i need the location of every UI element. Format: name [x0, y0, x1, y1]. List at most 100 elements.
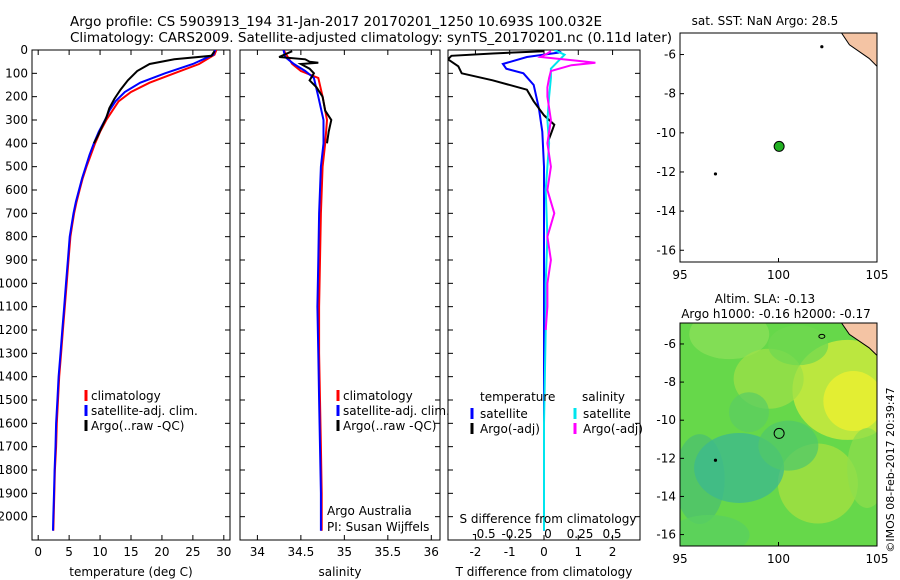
depth-tick-label: 100: [5, 66, 28, 80]
imos-credit: ©IMOS 08-Feb-2017 20:39:47: [884, 387, 897, 552]
figure-title-line-1: Argo profile: CS 5903913_194 31-Jan-2017…: [70, 14, 603, 30]
difference-top-tick-label: 0.5: [602, 527, 621, 541]
depth-tick-label: 2000: [0, 510, 28, 524]
salinity-legend-label: satellite-adj. clim.: [343, 404, 450, 418]
depth-tick-label: 300: [5, 113, 28, 127]
temperature-xtick-label: 10: [92, 545, 107, 559]
difference-xtick-label: -2: [469, 545, 481, 559]
difference-xlabel: T difference from climatology: [455, 565, 633, 579]
depth-tick-label: 1500: [0, 393, 28, 407]
depth-tick-label: 1300: [0, 346, 28, 360]
difference-xtick-label: 1: [574, 545, 582, 559]
sst-map-ytick-label: -6: [664, 48, 676, 62]
sla-map-ytick-label: -12: [656, 451, 676, 465]
sst-map-xtick-label: 95: [672, 268, 687, 282]
difference-legend-label: Argo(-adj): [480, 422, 540, 436]
sst-map-xtick-label: 105: [866, 268, 889, 282]
depth-tick-label: 1400: [0, 370, 28, 384]
sla-map-ytick-label: -14: [656, 489, 676, 503]
depth-tick-label: 600: [5, 183, 28, 197]
difference-xtick-label: 0: [540, 545, 548, 559]
sst-map-ytick-label: -12: [656, 165, 676, 179]
sst-map-xtick-label: 100: [767, 268, 790, 282]
difference-top-tick-label: 0.25: [567, 527, 594, 541]
sla-anomaly-patch: [768, 325, 829, 366]
difference-legend-label: Argo(-adj): [583, 422, 643, 436]
sst-map-ytick-label: -10: [656, 126, 676, 140]
temperature-legend-label: satellite-adj. clim.: [91, 404, 198, 418]
difference-top-tick-label: 0: [544, 527, 552, 541]
temperature-xtick-label: 15: [123, 545, 138, 559]
difference-panel: -2 -1 0 1 2 T difference from climatology temp…: [447, 49, 643, 579]
salinity-xtick-label: 36: [424, 545, 439, 559]
sla-anomaly-patch: [680, 514, 750, 546]
difference-legend-label: satellite: [583, 407, 631, 421]
island-marker: [818, 333, 826, 339]
difference-legend-label: satellite: [480, 407, 528, 421]
salinity-xtick-label: 35: [337, 545, 352, 559]
depth-tick-label: 400: [5, 136, 28, 150]
depth-tick-label: 1700: [0, 440, 28, 454]
sla-map-content: [680, 323, 877, 546]
sla-map-xtick-label: 100: [767, 552, 790, 566]
depth-tick-label: 1800: [0, 463, 28, 477]
depth-tick-label: 1900: [0, 486, 28, 500]
sla-anomaly-patch: [758, 420, 819, 471]
temperature-xtick-label: 5: [65, 545, 73, 559]
island-marker: [820, 45, 824, 49]
salinity-annotation-line-2: PI: Susan Wijffels: [327, 520, 429, 534]
argo-float-marker: [773, 140, 785, 152]
salinity-annotation-line-1: Argo Australia: [327, 504, 412, 518]
difference-xtick-label: 2: [609, 545, 617, 559]
salinity-frame: [239, 49, 441, 541]
sst-map-content: [713, 33, 877, 176]
difference-top-axis-label: S difference from climatology: [460, 512, 637, 526]
difference-xtick-label: -1: [504, 545, 516, 559]
difference-legend-title-temperature: temperature: [480, 390, 555, 404]
difference-top-tick-label: -0.5: [472, 527, 495, 541]
temperature-xtick-label: 0: [34, 545, 42, 559]
sst-map-title: sat. SST: NaN Argo: 28.5: [692, 14, 839, 28]
depth-tick-label: 500: [5, 160, 28, 174]
depth-tick-label: 1600: [0, 416, 28, 430]
temperature-legend-label: climatology: [91, 389, 161, 403]
salinity-series-2: [278, 50, 333, 144]
temperature-series-1: [52, 50, 217, 531]
temperature-xlabel: temperature (deg C): [69, 565, 192, 579]
sla-anomaly-patch: [847, 427, 877, 508]
argo-float-marker: [773, 427, 785, 439]
depth-tick-label: 1200: [0, 323, 28, 337]
sla-anomaly-patch: [823, 371, 877, 432]
depth-tick-label: 1000: [0, 276, 28, 290]
sst-map-ytick-label: -14: [656, 204, 676, 218]
sst-map: -16 -14 -12 -10 -8 -6 95 100 105: [656, 32, 889, 282]
land-mass: [840, 33, 877, 67]
depth-tick-label: 800: [5, 230, 28, 244]
sst-map-ytick-label: -16: [656, 243, 676, 257]
difference-legend-title-salinity: salinity: [582, 390, 625, 404]
difference-series-0: [501, 50, 562, 531]
depth-tick-label: 700: [5, 206, 28, 220]
temperature-panel: 0 5 10 15 20 25 30 temperature (deg C) 0 100 200 30…: [0, 43, 231, 579]
temperature-frame: [31, 49, 231, 541]
sla-map-ytick-label: -6: [664, 337, 676, 351]
sla-map-title: Altim. SLA: -0.13: [715, 292, 815, 306]
difference-series-1: [448, 50, 556, 144]
sla-anomaly-patch: [728, 392, 769, 433]
salinity-series-1: [282, 50, 325, 531]
difference-top-tick-label: -0.25: [501, 527, 532, 541]
sla-map-xtick-label: 95: [672, 552, 687, 566]
temperature-legend-label: Argo(..raw -QC): [91, 419, 184, 433]
depth-tick-label: 1100: [0, 300, 28, 314]
sla-map-ytick-label: -8: [664, 375, 676, 389]
temperature-xtick-label: 25: [185, 545, 200, 559]
land-mass: [840, 323, 877, 357]
salinity-legend-label: climatology: [343, 389, 413, 403]
salinity-xlabel: salinity: [318, 565, 361, 579]
sst-map-ytick-label: -8: [664, 87, 676, 101]
sla-map-ytick-label: -10: [656, 413, 676, 427]
sla-anomaly-patch: [689, 323, 770, 360]
depth-tick-label: 900: [5, 253, 28, 267]
temperature-series-0: [52, 50, 218, 531]
